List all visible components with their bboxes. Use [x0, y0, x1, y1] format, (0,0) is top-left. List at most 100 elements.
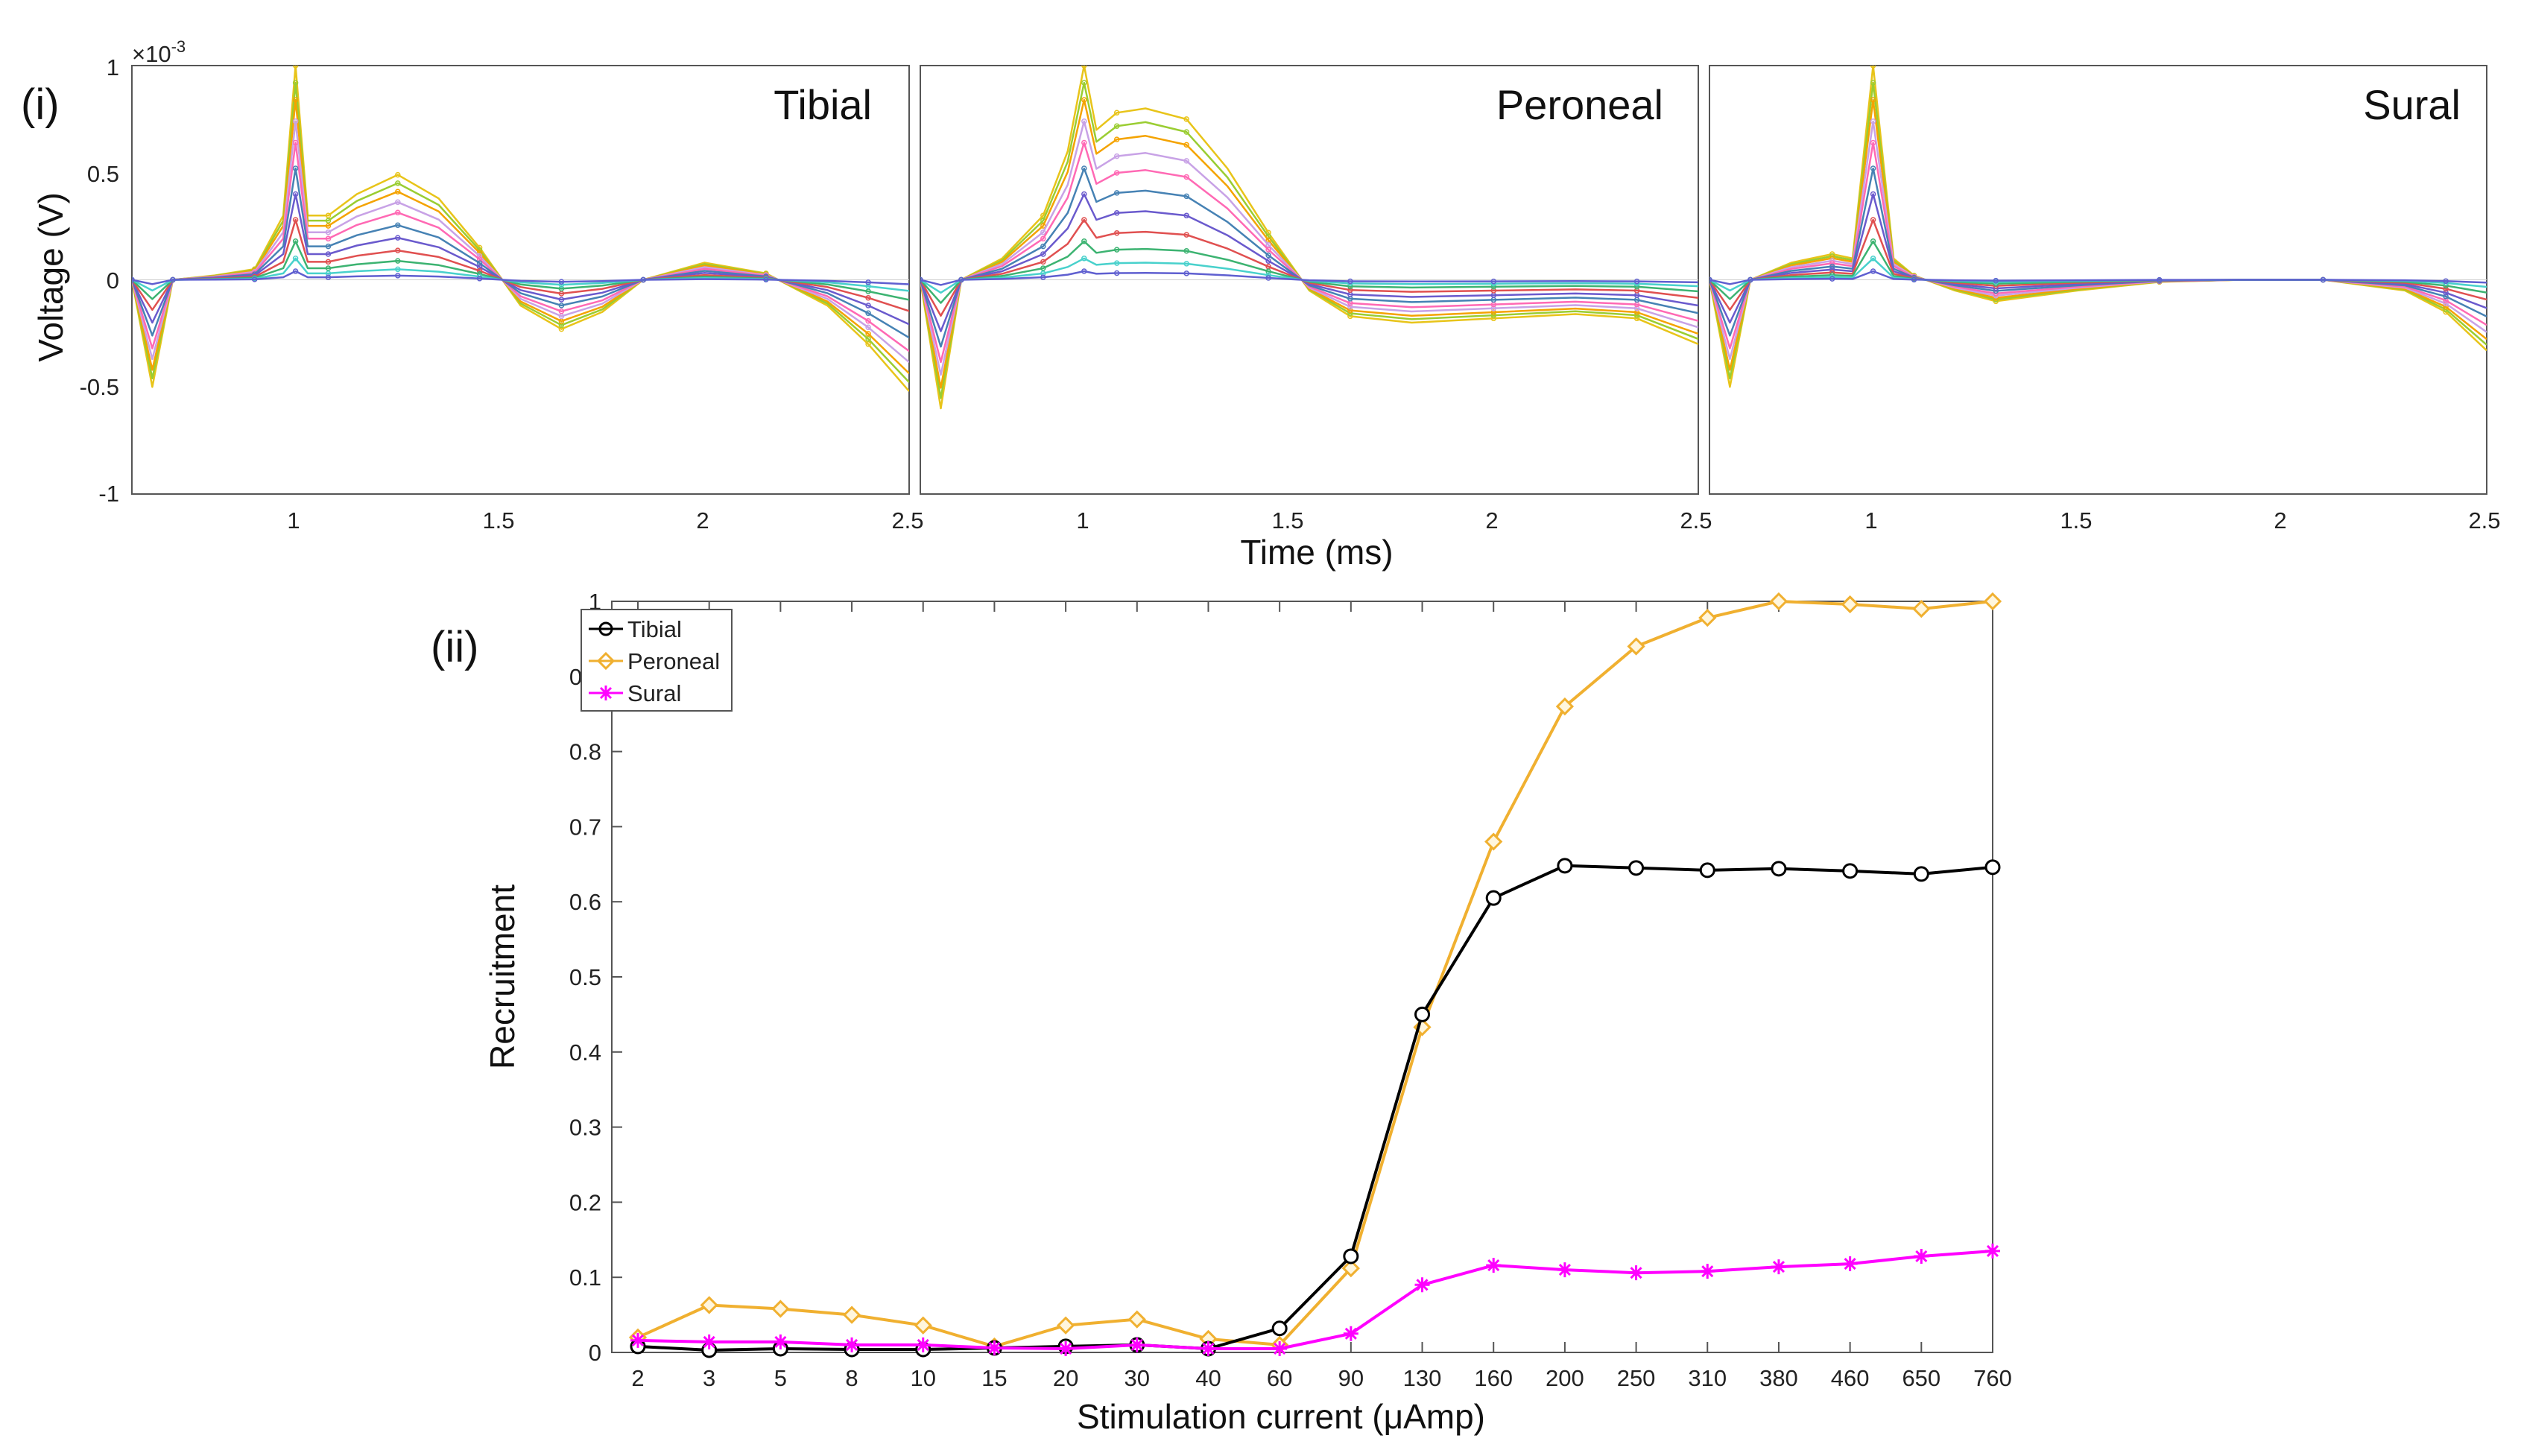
exponent-label: ×10-3 — [132, 37, 186, 67]
data-point-tibial — [1628, 860, 1645, 876]
sural-trace-marker — [2443, 278, 2449, 284]
recruitment-xtick-label: 310 — [1688, 1365, 1727, 1391]
sural-trace-marker — [1870, 80, 1876, 86]
peroneal-trace-marker — [1183, 142, 1189, 148]
peroneal-trace — [920, 142, 1698, 364]
peroneal-trace-marker — [1040, 235, 1046, 242]
peroneal-trace-marker — [1633, 278, 1640, 285]
sural-xtick-label: 1 — [1864, 507, 1877, 534]
recruitment-xtick-label: 30 — [1125, 1365, 1150, 1391]
tibial-trace-marker — [325, 259, 332, 265]
peroneal-trace-marker — [1040, 243, 1046, 250]
peroneal-trace — [920, 270, 1698, 286]
data-point-sural — [1414, 1277, 1430, 1293]
sural-trace-marker — [1870, 139, 1876, 146]
recruitment-xtick-label: 3 — [703, 1365, 715, 1391]
peroneal-trace-marker — [1490, 306, 1497, 311]
recruitment-xticks: 2 3 5 8 10 15 20 30 40 60 90 130 160 200 250 310 380 460 6… — [631, 1365, 2011, 1391]
tibial-trace-marker — [865, 341, 871, 347]
tibial-trace-marker — [395, 247, 401, 253]
peroneal-trace-marker — [1081, 97, 1087, 103]
tibial-trace-marker — [865, 331, 871, 337]
sural-xtick-label: 2.5 — [2468, 507, 2500, 534]
peroneal-trace-marker — [1265, 275, 1271, 281]
recruitment-ytick-label: 0.8 — [569, 739, 601, 765]
data-point-tibial — [1485, 890, 1502, 906]
data-point-peroneal — [1912, 599, 1931, 618]
peroneal-trace-marker — [1183, 212, 1189, 219]
peroneal-trace-marker — [1040, 223, 1046, 229]
sural-trace-marker — [1870, 165, 1876, 171]
data-point-peroneal — [1056, 1316, 1075, 1335]
peroneal-trace-marker — [1081, 165, 1087, 171]
peroneal-xtick-label: 1 — [1076, 507, 1089, 534]
tibial-trace-marker — [251, 276, 258, 282]
tibial-trace-marker — [558, 308, 565, 314]
sural-trace-marker — [1870, 191, 1876, 197]
tibial-trace-marker — [865, 279, 871, 285]
data-point-sural — [1914, 1248, 1929, 1264]
tibial-trace-marker — [292, 191, 299, 197]
data-point-sural — [630, 1332, 645, 1348]
recruitment-ytick-label: 0.2 — [569, 1189, 601, 1215]
tibial-trace-marker — [865, 317, 871, 324]
tibial-trace-marker — [865, 283, 871, 289]
data-point-sural — [1201, 1341, 1216, 1356]
recruitment-ytick-label: 0.6 — [569, 889, 601, 915]
peroneal-xtick-label: 1.5 — [1271, 507, 1303, 534]
tibial-trace-marker — [395, 199, 401, 206]
recruitment-xtick-label: 8 — [845, 1365, 858, 1391]
recruitment-xtick-label: 5 — [774, 1365, 787, 1391]
tibial-trace-marker — [325, 265, 332, 271]
sural-trace-marker — [1911, 276, 1917, 283]
tibial-trace-marker — [292, 118, 299, 124]
peroneal-trace-marker — [1183, 174, 1189, 180]
peroneal-trace — [920, 81, 1698, 399]
sural-trace-marker — [2443, 297, 2449, 303]
tibial-trace-marker — [865, 294, 871, 301]
recruitment-xtick-label: 650 — [1902, 1365, 1940, 1391]
peroneal-xtick-label: 2 — [1485, 507, 1498, 534]
tibial-trace-marker — [865, 310, 871, 317]
peroneal-trace-marker — [1183, 129, 1189, 135]
tibial-xtick-label: 2 — [696, 507, 709, 534]
sural-trace-marker — [1870, 217, 1876, 223]
sural-xtick-labels: 1 1.5 2 2.5 — [1864, 507, 2500, 534]
tibial-trace-marker — [292, 80, 299, 86]
recruitment-xtick-label: 10 — [910, 1365, 935, 1391]
data-point-sural — [1058, 1341, 1074, 1356]
data-point-sural — [1842, 1256, 1858, 1272]
data-point-peroneal — [771, 1300, 790, 1318]
tibial-trace-marker — [292, 165, 299, 171]
top-ytick-label: -0.5 — [80, 374, 119, 400]
recruitment-xtick-label: 20 — [1053, 1365, 1078, 1391]
sural-trace-marker — [1747, 276, 1753, 283]
sural-trace-marker — [2443, 290, 2449, 296]
peroneal-trace-marker — [1113, 230, 1120, 236]
peroneal-traces — [920, 66, 1698, 410]
data-point-peroneal — [700, 1296, 718, 1314]
recruitment-xtick-label: 760 — [1973, 1365, 2012, 1391]
tibial-trace-marker — [395, 171, 401, 178]
peroneal-trace-marker — [1183, 261, 1189, 267]
peroneal-trace-marker — [1040, 251, 1046, 257]
peroneal-trace-marker — [1183, 232, 1189, 238]
tibial-xtick-label: 1 — [287, 507, 300, 534]
recruitment-chart: 00.10.20.30.40.50.60.70.80.91 2358101520… — [483, 589, 2012, 1436]
data-point-tibial — [1343, 1248, 1359, 1264]
tibial-trace-marker — [763, 276, 769, 282]
series-line-peroneal — [637, 600, 1993, 1348]
data-point-sural — [1628, 1265, 1644, 1281]
sural-panel: Sural 1 1.5 2 2.5 — [1709, 65, 2501, 534]
data-point-tibial — [1699, 862, 1715, 879]
sural-trace-marker — [1870, 118, 1876, 124]
tibial-trace-marker — [395, 273, 401, 279]
peroneal-trace-marker — [1113, 123, 1120, 129]
recruitment-plot-area — [611, 601, 1993, 1353]
data-point-peroneal — [914, 1316, 932, 1335]
exponent-base: ×10 — [132, 41, 171, 67]
tibial-trace-marker — [292, 256, 299, 262]
recruitment-xtick-label: 250 — [1617, 1365, 1656, 1391]
peroneal-xtick-labels: 1 1.5 2 2.5 — [1076, 507, 1712, 534]
recruitment-xtick-label: 200 — [1546, 1365, 1584, 1391]
